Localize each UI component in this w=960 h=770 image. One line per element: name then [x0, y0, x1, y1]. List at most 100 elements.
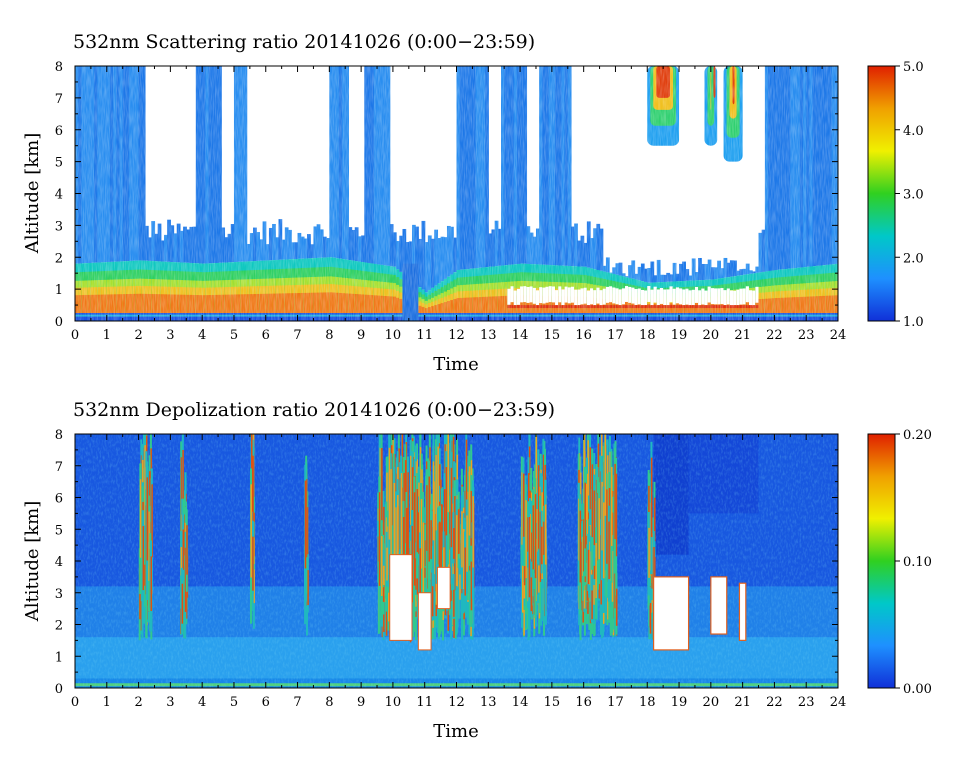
depol-streak — [383, 565, 385, 586]
depol-streak — [454, 496, 456, 591]
heatmap-area — [75, 66, 838, 321]
depol-streak — [468, 466, 471, 536]
depol-streak — [531, 532, 533, 586]
x-tick-label: 17 — [607, 328, 624, 343]
y-tick-label: 5 — [55, 523, 63, 538]
x-tick-label: 5 — [230, 695, 238, 710]
x-tick-label: 4 — [198, 328, 206, 343]
x-tick-label: 23 — [798, 695, 815, 710]
x-tick-label: 8 — [325, 328, 333, 343]
depol-streak — [586, 473, 588, 560]
depol-streak — [307, 570, 309, 606]
depol-streak — [416, 489, 419, 553]
depol-streak — [432, 461, 435, 541]
x-tick-label: 0 — [71, 328, 79, 343]
depol-streak — [651, 533, 654, 607]
depol-streak — [150, 556, 152, 612]
scattering-ratio-panel: 532nm Scattering ratio 20141026 (0:00−23… — [22, 31, 924, 375]
x-tick-label: 21 — [734, 328, 751, 343]
heatmap-area — [75, 434, 838, 688]
depol-streak — [393, 482, 396, 578]
depol-streak — [606, 489, 608, 564]
depol-streak — [144, 445, 146, 526]
depol-streak — [607, 455, 609, 545]
depol-streak — [445, 467, 448, 536]
depol-streak — [525, 500, 527, 579]
depol-streak — [438, 521, 441, 601]
depol-streak — [413, 492, 416, 586]
x-tick-label: 24 — [830, 695, 847, 710]
x-tick-label: 13 — [480, 695, 497, 710]
depol-streak — [459, 574, 461, 600]
depol-streak — [584, 482, 586, 549]
depol-streak — [615, 473, 618, 557]
x-tick-label: 16 — [575, 328, 592, 343]
x-tick-label: 23 — [798, 328, 815, 343]
depol-streak — [410, 455, 412, 539]
colorbar-gradient — [867, 65, 896, 322]
x-tick-label: 21 — [734, 695, 751, 710]
x-tick-label: 8 — [325, 695, 333, 710]
depol-streak — [532, 505, 535, 570]
x-tick-label: 10 — [385, 695, 402, 710]
colorbar: 0.00 0.10 0.20 — [867, 428, 932, 697]
x-axis-label: Time — [433, 354, 478, 375]
depol-streak — [523, 609, 525, 636]
depol-streak — [544, 504, 547, 565]
depol-streak — [385, 611, 388, 636]
depol-streak — [142, 526, 145, 591]
colorbar-tick-label: 4.0 — [903, 124, 924, 139]
depol-streak — [182, 529, 185, 570]
depol-streak — [589, 447, 592, 527]
depol-streak — [534, 494, 537, 579]
depol-streak — [648, 527, 650, 578]
x-tick-label: 6 — [262, 695, 270, 710]
x-axis-label: Time — [433, 721, 478, 742]
x-tick-label: 22 — [766, 328, 783, 343]
depol-streak — [151, 484, 153, 558]
depol-streak — [447, 434, 450, 513]
depol-streak — [435, 583, 438, 605]
depol-streak — [388, 447, 391, 540]
depol-streak — [598, 571, 601, 599]
depol-streak — [435, 455, 437, 531]
y-tick-label: 6 — [55, 492, 63, 507]
axes: 0 1 2 3 4 5 6 7 8 9 10 11 12 13 14 15 16 17 18 19 20 21 22 23 24… — [55, 428, 847, 710]
x-tick-label: 24 — [830, 328, 847, 343]
depol-streak — [424, 540, 427, 567]
y-tick-label: 7 — [55, 460, 63, 475]
depol-streak — [614, 572, 616, 609]
depol-streak — [398, 505, 400, 583]
y-tick-label: 8 — [55, 428, 63, 443]
x-tick-label: 3 — [166, 328, 174, 343]
colorbar-tick-label: 0.20 — [903, 428, 932, 443]
x-tick-label: 5 — [230, 328, 238, 343]
depol-streak — [467, 491, 469, 567]
depol-streak — [603, 502, 605, 579]
masked-region — [436, 566, 451, 610]
x-tick-label: 20 — [703, 328, 720, 343]
y-tick-label: 8 — [55, 60, 63, 75]
y-tick-label: 1 — [55, 283, 63, 298]
depol-streak — [591, 590, 593, 620]
depol-streak — [186, 525, 188, 575]
x-tick-label: 3 — [166, 695, 174, 710]
depol-streak — [306, 507, 309, 569]
x-tick-label: 2 — [134, 695, 142, 710]
chart-title: 532nm Depolization ratio 20141026 (0:00−… — [73, 399, 555, 421]
depol-streak — [472, 496, 474, 568]
depol-streak — [607, 597, 609, 620]
depol-streak — [457, 509, 460, 554]
depol-streak — [538, 565, 540, 593]
depol-streak — [649, 602, 652, 634]
colorbar-tick-label: 1.0 — [903, 315, 924, 330]
depol-streak — [390, 469, 392, 562]
depol-streak — [593, 557, 596, 580]
depol-streak — [465, 439, 468, 522]
y-tick-label: 4 — [55, 188, 63, 203]
depol-streak — [591, 464, 594, 538]
colorbar-tick-label: 3.0 — [903, 188, 924, 203]
masked-region — [710, 576, 728, 635]
x-tick-label: 6 — [262, 328, 270, 343]
x-tick-label: 16 — [575, 695, 592, 710]
